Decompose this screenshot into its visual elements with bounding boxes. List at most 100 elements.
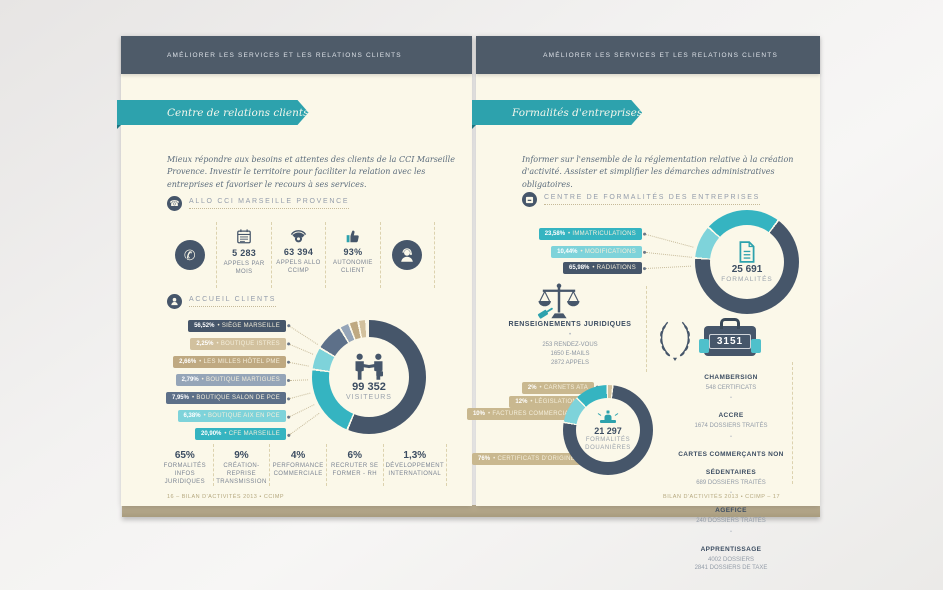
- stat-cell: 9% CRÉATION-REPRISE TRANSMISSION: [214, 444, 271, 486]
- stat-value: 63 394: [283, 247, 314, 257]
- dashed-divider: [646, 286, 647, 372]
- accueil-section-title: ACCUEIL CLIENTS: [189, 296, 277, 307]
- stat-label: RECRUTER SE FORMER - RH: [331, 463, 379, 477]
- phone-ringing-icon: [290, 230, 307, 243]
- item-title: ACCRE: [718, 412, 744, 420]
- intro-paragraph: Mieux répondre aux besoins et attentes d…: [167, 155, 455, 189]
- right-page: AMÉLIORER LES SERVICES ET LES RELATIONS …: [466, 36, 820, 571]
- section-ribbon-left: Centre de relations clients: [117, 100, 309, 125]
- stat-label: DÉVELOPPEMENT INTERNATIONAL: [385, 463, 445, 477]
- list-item: CARTES COMMERÇANTS NON SÉDENTAIRES 689 D…: [676, 431, 786, 487]
- ribbon-title: Centre de relations clients: [167, 106, 309, 119]
- bar-label: BOUTIQUE SALON DE PCE: [192, 395, 280, 401]
- bar-value: 6,38%: [183, 413, 201, 419]
- donut-center: 21 297 FORMALITÉS DOUANIÈRES: [576, 398, 640, 462]
- stat-cell: [381, 222, 436, 288]
- douanes-bar: 12%LÉGISLATION: [509, 396, 583, 408]
- bar-label: BOUTIQUE MARTIGUES: [202, 377, 280, 383]
- cfe-bar: 10,44%MODIFICATIONS: [551, 246, 642, 258]
- briefcase-flap: [751, 339, 761, 353]
- bar-label: SIÈGE MARSEILLE: [217, 323, 280, 329]
- accueil-bar: 6,38%BOUTIQUE AIX EN PCE: [177, 410, 286, 422]
- intro-paragraph: Informer sur l'ensemble de la réglementa…: [522, 155, 794, 189]
- dossiers-list: CHAMBERSIGN 548 CERTIFICATS ACCRE 1674 D…: [676, 366, 786, 572]
- bar-label: IMMATRICULATIONS: [568, 231, 636, 237]
- handshake-icon: [355, 353, 384, 380]
- item-detail: 240 DOSSIERS TRAITÉS: [696, 518, 766, 525]
- accueil-bar: 56,52%SIÈGE MARSEILLE: [188, 320, 286, 332]
- chapter-title: AMÉLIORER LES SERVICES ET LES RELATIONS …: [543, 51, 778, 59]
- laurel-wreath-icon: [660, 321, 690, 361]
- stat-cell: 63 394 APPELS ALLO CCIMP: [272, 222, 327, 288]
- accueil-bar: 2,66%LES MILLES HÔTEL PME: [173, 356, 286, 368]
- dashed-divider: [792, 362, 793, 484]
- donut-center: 25 691 FORMALITÉS: [710, 225, 784, 299]
- stat-value: 1,3%: [403, 450, 427, 461]
- cfe-section-header: CENTRE DE FORMALITÉS DES ENTREPRISES: [522, 192, 761, 207]
- stat-cell: 93% AUTONOMIE CLIENT: [326, 222, 381, 288]
- briefcase-handle: [720, 318, 740, 329]
- operator-headset-circle-icon: [392, 240, 423, 270]
- leader-line: [289, 404, 315, 417]
- accueil-bar: 2,25%BOUTIQUE ISTRES: [190, 338, 286, 350]
- bar-label: RADIATIONS: [592, 265, 636, 271]
- chapter-band-left: AMÉLIORER LES SERVICES ET LES RELATIONS …: [121, 36, 472, 74]
- douanes-bar: 2%CARNETS ATA: [521, 382, 594, 394]
- bar-label: LES MILLES HÔTEL PME: [199, 359, 280, 365]
- leader-line: [645, 252, 692, 258]
- list-item: AGEFICE 240 DOSSIERS TRAITÉS: [676, 487, 786, 525]
- briefcase-flap: [699, 339, 709, 353]
- juridique-title: RENSEIGNEMENTS JURIDIQUES: [508, 321, 632, 328]
- douanes-bar: 76%CERTIFICATS D'ORIGINE: [472, 453, 581, 465]
- allo-stats-row: ✆ 5 283 APPELS PAR MOIS: [163, 222, 436, 288]
- cfe-section-title: CENTRE DE FORMALITÉS DES ENTREPRISES: [544, 194, 761, 205]
- item-detail: 4002 DOSSIERS: [707, 556, 755, 563]
- chapter-band-right: AMÉLIORER LES SERVICES ET LES RELATIONS …: [476, 36, 820, 74]
- visitors-donut-chart: 99 352 VISITEURS: [312, 320, 426, 434]
- leader-line: [289, 344, 314, 355]
- stat-cell: ✆: [163, 222, 218, 288]
- page-footer: 16 – BILAN D'ACTIVITÉS 2013 • CCIMP: [167, 494, 285, 500]
- briefcase-icon: 3151: [699, 318, 761, 356]
- page-footer: BILAN D'ACTIVITÉS 2013 • CCIMP – 17: [663, 494, 780, 500]
- bar-label: BOUTIQUE ISTRES: [216, 341, 280, 347]
- donut-label: FORMALITÉS DOUANIÈRES: [585, 436, 631, 451]
- stat-label: CRÉATION-REPRISE TRANSMISSION: [216, 463, 267, 485]
- section-ribbon-right: Formalités d'entreprises: [472, 100, 642, 125]
- list-item: ACCRE 1674 DOSSIERS TRAITÉS: [676, 392, 786, 430]
- item-detail: 1674 DOSSIERS TRAITÉS: [694, 423, 768, 430]
- douanes-donut-chart: 21 297 FORMALITÉS DOUANIÈRES: [563, 385, 653, 475]
- bar-label: FACTURES COMMERCIALES: [488, 411, 581, 417]
- donut-label: VISITEURS: [346, 394, 392, 401]
- stat-value: 93%: [343, 247, 363, 257]
- donut-center: 99 352 VISITEURS: [329, 337, 409, 417]
- briefcase-value: 3151: [708, 333, 752, 349]
- allo-section-header: ☎ ALLO CCI MARSEILLE PROVENCE: [167, 196, 350, 211]
- accueil-section-header: ACCUEIL CLIENTS: [167, 294, 277, 309]
- leader-line: [289, 326, 318, 345]
- donut-value: 21 297: [594, 425, 622, 436]
- item-title: CARTES COMMERÇANTS NON SÉDENTAIRES: [678, 450, 784, 476]
- book-bottom-edge: [122, 505, 820, 517]
- thumb-up-icon: [347, 230, 360, 243]
- calendar-icon: [237, 229, 251, 244]
- juridique-line: 253 RENDEZ-VOUS: [542, 342, 598, 349]
- bar-value: 12%: [515, 399, 528, 405]
- phone-handset-circle-icon: ✆: [174, 240, 205, 270]
- bar-value: 7,95%: [171, 395, 189, 401]
- allo-section-title: ALLO CCI MARSEILLE PROVENCE: [189, 198, 350, 209]
- bar-label: BOUTIQUE AIX EN PCE: [204, 413, 280, 419]
- stat-value: 9%: [234, 450, 249, 461]
- stamp-icon: [597, 410, 619, 423]
- bar-value: 2%: [527, 385, 537, 391]
- balance-scale-gavel-icon: [537, 283, 580, 319]
- bar-value: 65,98%: [569, 265, 590, 271]
- juridique-line: 1650 E-MAILS: [550, 351, 590, 358]
- bar-value: 23,58%: [544, 231, 566, 237]
- leader-line: [289, 379, 309, 381]
- item-title: APPRENTISSAGE: [700, 545, 762, 553]
- stat-cell: 65% FORMALITÉS INFOS JURIDIQUES: [157, 444, 214, 486]
- phone-icon: ☎: [167, 196, 182, 211]
- bar-value: 2,25%: [196, 341, 214, 347]
